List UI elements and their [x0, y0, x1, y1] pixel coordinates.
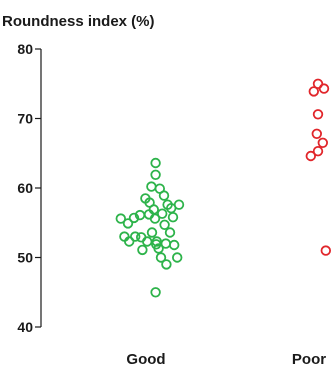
- y-axis-ticks: 40 50 60 70 80: [17, 41, 41, 335]
- y-tick-label: 50: [17, 250, 33, 266]
- data-point-poor: [305, 150, 317, 162]
- data-point-good: [155, 252, 167, 263]
- x-axis-categories: Good Poor: [126, 351, 326, 368]
- data-point-good: [160, 238, 172, 249]
- data-point-poor: [317, 137, 329, 149]
- data-point-good: [156, 208, 168, 219]
- data-point-good: [173, 199, 185, 210]
- data-point-poor: [320, 245, 332, 256]
- y-tick-label: 40: [17, 319, 33, 335]
- data-point-good: [122, 218, 134, 229]
- data-point-good: [164, 227, 176, 238]
- data-point-good: [137, 244, 148, 256]
- x-category-label: Poor: [292, 351, 326, 368]
- data-point-good: [168, 239, 180, 251]
- y-axis-title: Roundness index (%): [2, 13, 155, 30]
- data-point-good: [149, 213, 161, 224]
- data-point-poor: [312, 145, 324, 157]
- x-category-label: Good: [126, 351, 165, 368]
- data-points: [115, 78, 332, 298]
- data-point-good: [171, 252, 183, 263]
- data-point-good: [153, 243, 164, 254]
- data-point-poor: [318, 83, 330, 94]
- data-point-good: [167, 211, 179, 223]
- data-point-good: [115, 213, 127, 224]
- y-tick-label: 80: [17, 41, 33, 57]
- data-point-poor: [308, 86, 320, 97]
- data-point-poor: [312, 109, 324, 120]
- data-point-good: [129, 231, 141, 242]
- data-point-good: [146, 227, 158, 238]
- data-point-good: [146, 181, 157, 192]
- data-point-good: [150, 157, 161, 169]
- data-point-poor: [311, 128, 323, 140]
- data-point-good: [159, 219, 170, 231]
- data-point-good: [141, 236, 153, 247]
- data-point-good: [150, 287, 161, 298]
- data-point-good: [158, 190, 170, 201]
- data-point-good: [128, 212, 140, 224]
- data-point-good: [150, 169, 161, 181]
- y-tick-label: 70: [17, 111, 33, 127]
- y-tick-label: 60: [17, 180, 33, 196]
- data-point-good: [161, 259, 172, 270]
